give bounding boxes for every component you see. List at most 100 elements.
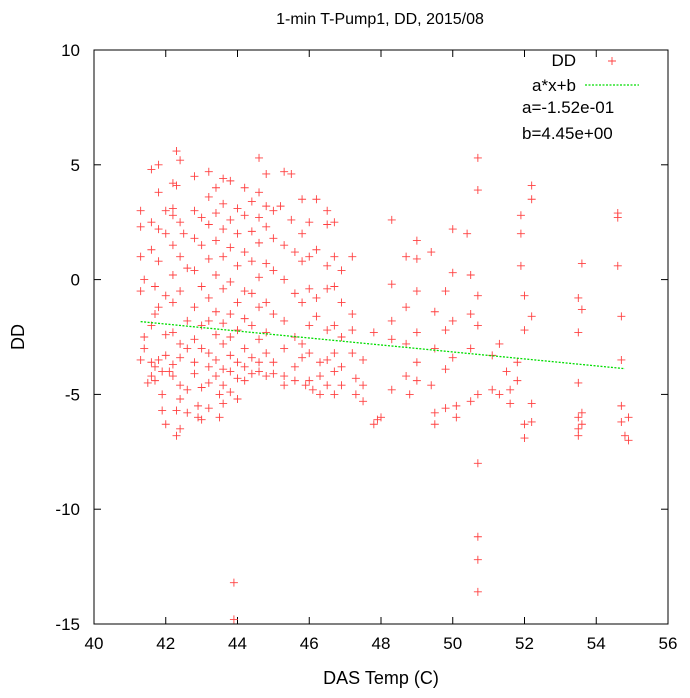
data-point	[190, 335, 199, 344]
data-point	[168, 372, 177, 381]
data-point	[502, 367, 511, 376]
data-point	[312, 312, 321, 321]
y-axis-label: DD	[8, 324, 28, 350]
data-point	[229, 615, 238, 624]
data-point	[323, 206, 332, 215]
data-point	[448, 268, 457, 277]
data-point	[298, 229, 307, 238]
data-point	[323, 381, 332, 390]
data-point	[577, 305, 586, 314]
data-point	[298, 339, 307, 348]
data-point	[287, 169, 296, 178]
y-tick-label: -5	[65, 385, 80, 404]
data-point	[516, 211, 525, 220]
data-point	[226, 367, 235, 376]
data-point	[412, 358, 421, 367]
data-point	[624, 436, 633, 445]
data-point	[204, 167, 213, 176]
data-point	[316, 358, 325, 367]
data-point	[305, 284, 314, 293]
legend-label-fit: a*x+b	[532, 76, 576, 95]
data-point	[176, 394, 185, 403]
data-point	[226, 388, 235, 397]
data-point	[506, 385, 515, 394]
data-point	[276, 202, 285, 211]
data-point	[348, 310, 357, 319]
y-tick-label: 0	[71, 271, 80, 290]
data-point	[172, 431, 181, 440]
data-point	[330, 349, 339, 358]
data-point	[219, 225, 228, 234]
data-point	[574, 293, 583, 302]
data-point	[233, 298, 242, 307]
data-point	[226, 243, 235, 252]
data-point	[255, 273, 264, 282]
data-point	[179, 229, 188, 238]
data-point	[330, 252, 339, 261]
data-point	[466, 271, 475, 280]
data-point	[280, 316, 289, 325]
data-point	[337, 362, 346, 371]
data-point	[136, 222, 145, 231]
annotation-a: a=-1.52e-01	[522, 98, 614, 117]
x-tick-label: 44	[228, 634, 247, 653]
data-point	[240, 248, 249, 257]
data-point	[172, 406, 181, 415]
data-point	[402, 339, 411, 348]
data-point	[516, 261, 525, 270]
data-point	[154, 303, 163, 312]
data-point	[240, 362, 249, 371]
data-point	[308, 385, 317, 394]
data-point	[452, 413, 461, 422]
data-point	[161, 291, 170, 300]
data-point	[226, 351, 235, 360]
data-point	[430, 307, 439, 316]
data-point	[617, 401, 626, 410]
data-point	[305, 376, 314, 385]
data-point	[269, 310, 278, 319]
data-point	[441, 326, 450, 335]
data-point	[262, 372, 271, 381]
data-point	[463, 229, 472, 238]
data-point	[617, 417, 626, 426]
data-point	[183, 316, 192, 325]
fit-line	[140, 320, 626, 370]
data-point	[190, 234, 199, 243]
data-point	[405, 390, 414, 399]
data-point	[240, 314, 249, 323]
data-point	[323, 261, 332, 270]
data-point	[348, 326, 357, 335]
data-point	[172, 147, 181, 156]
data-point	[161, 229, 170, 238]
data-point	[301, 381, 310, 390]
data-point	[359, 355, 368, 364]
data-point	[168, 179, 177, 188]
data-point	[183, 344, 192, 353]
data-point	[247, 321, 256, 330]
data-point	[387, 385, 396, 394]
data-point	[247, 227, 256, 236]
data-point	[473, 587, 482, 596]
data-point	[197, 241, 206, 250]
data-point	[520, 326, 529, 335]
data-point	[247, 289, 256, 298]
data-point	[255, 335, 264, 344]
data-point	[269, 206, 278, 215]
data-point	[305, 349, 314, 358]
data-point	[240, 287, 249, 296]
data-point	[226, 215, 235, 224]
data-point	[337, 333, 346, 341]
data-point	[150, 310, 159, 319]
data-point	[330, 390, 339, 399]
y-tick-label: -15	[55, 615, 80, 634]
data-point	[211, 372, 220, 381]
data-point	[330, 367, 339, 376]
data-point	[197, 415, 206, 424]
y-tick-label: 5	[71, 156, 80, 175]
data-point	[176, 353, 185, 362]
data-point	[240, 344, 249, 353]
data-point	[211, 355, 220, 364]
data-point	[448, 316, 457, 325]
data-point	[312, 245, 321, 254]
data-point	[316, 372, 325, 381]
